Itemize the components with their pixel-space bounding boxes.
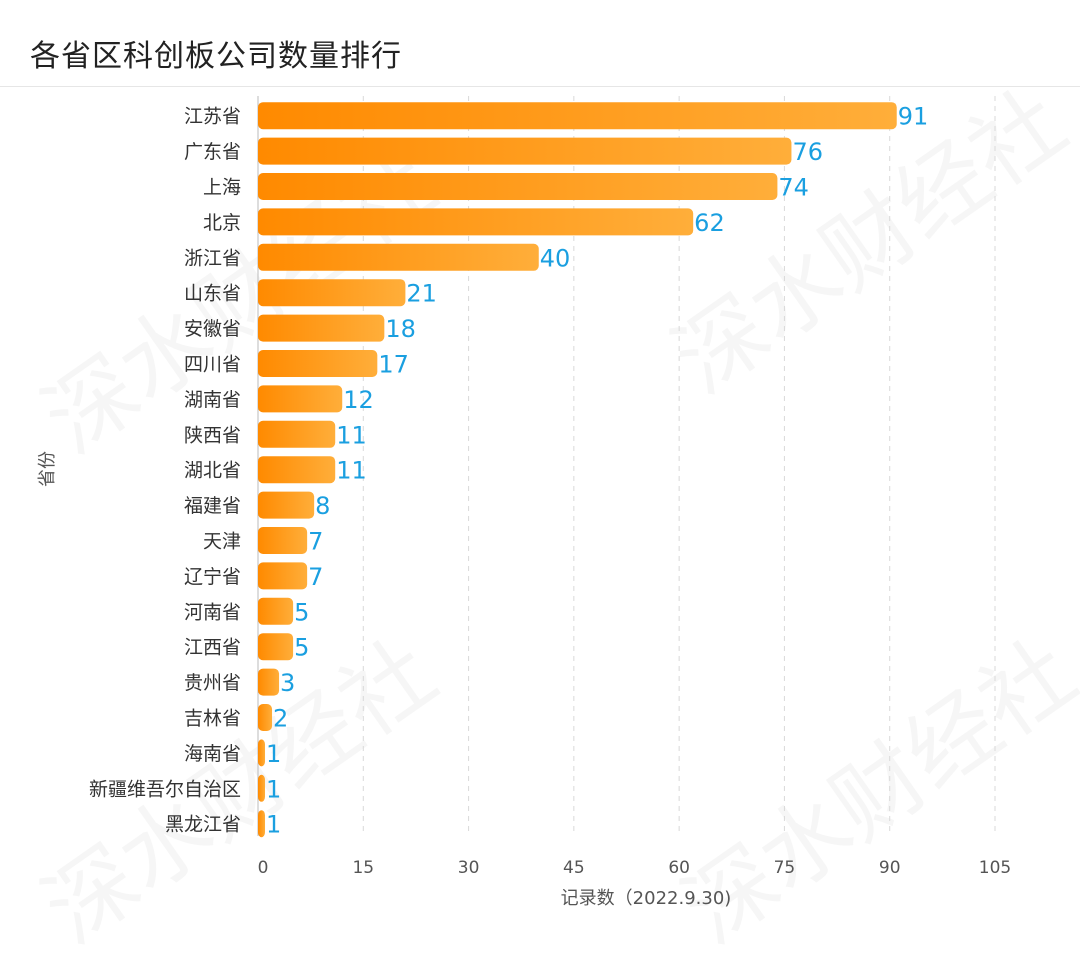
category-label: 贵州省 — [184, 672, 241, 694]
x-tick-label: 30 — [458, 858, 480, 878]
category-label: 北京 — [203, 212, 241, 234]
value-label: 91 — [898, 103, 929, 131]
x-tick-label: 0 — [258, 858, 269, 878]
value-label: 62 — [694, 209, 725, 237]
category-label: 福建省 — [184, 495, 241, 517]
value-label: 8 — [315, 492, 330, 520]
value-label: 11 — [336, 457, 367, 485]
bar[interactable] — [258, 739, 266, 767]
bar[interactable] — [258, 279, 406, 307]
value-label: 5 — [294, 598, 309, 626]
bar[interactable] — [258, 774, 266, 802]
value-label: 7 — [308, 528, 323, 556]
category-label: 湖北省 — [184, 460, 241, 482]
bar[interactable] — [258, 173, 778, 200]
bar[interactable] — [258, 208, 694, 236]
bar[interactable] — [258, 243, 539, 271]
category-label: 山东省 — [184, 283, 241, 305]
category-label: 吉林省 — [184, 708, 241, 730]
value-label: 7 — [308, 563, 323, 591]
bar[interactable] — [258, 420, 336, 448]
category-label: 广东省 — [184, 141, 241, 163]
category-label: 海南省 — [184, 743, 241, 765]
bar[interactable] — [258, 810, 266, 838]
value-label: 12 — [343, 386, 374, 414]
bar[interactable] — [258, 350, 378, 377]
category-label: 河南省 — [184, 601, 241, 623]
chart-area: 0 15 30 45 60 75 90 105 江苏省 91 广东省 76 上海 74 北京 62 浙江省 40 山… — [0, 86, 1080, 946]
category-label: 辽宁省 — [184, 566, 241, 588]
bar[interactable] — [258, 102, 897, 130]
category-label: 湖南省 — [184, 389, 241, 411]
chart-header: 各省区科创板公司数量排行 — [0, 0, 1080, 87]
x-tick-label: 90 — [879, 858, 901, 878]
bar[interactable] — [258, 137, 792, 165]
category-label: 新疆维吾尔自治区 — [89, 778, 241, 800]
category-label: 四川省 — [184, 354, 241, 376]
bar[interactable] — [258, 385, 343, 413]
value-label: 11 — [336, 421, 367, 449]
value-label: 17 — [378, 351, 409, 379]
value-label: 3 — [280, 669, 295, 697]
value-label: 2 — [273, 705, 288, 733]
value-label: 76 — [792, 138, 823, 166]
category-label: 浙江省 — [184, 247, 241, 269]
bar[interactable] — [258, 314, 385, 342]
x-tick-label: 105 — [979, 858, 1011, 878]
x-tick-label: 45 — [563, 858, 585, 878]
value-label: 1 — [266, 740, 281, 768]
bar[interactable] — [258, 527, 308, 554]
value-label: 1 — [266, 811, 281, 839]
value-label: 21 — [406, 280, 437, 308]
bar[interactable] — [258, 562, 308, 590]
category-label: 天津 — [203, 531, 241, 553]
x-tick-label: 60 — [668, 858, 690, 878]
category-label: 江西省 — [184, 637, 241, 659]
bar[interactable] — [258, 668, 280, 696]
bar[interactable] — [258, 633, 294, 661]
value-label: 18 — [385, 315, 416, 343]
category-label: 江苏省 — [184, 106, 241, 128]
bar[interactable] — [258, 456, 336, 484]
x-tick-label: 15 — [352, 858, 374, 878]
value-label: 40 — [540, 244, 571, 272]
x-tick-label: 75 — [774, 858, 796, 878]
y-axis-title: 省份 — [37, 451, 58, 487]
chart-title: 各省区科创板公司数量排行 — [30, 39, 402, 74]
bar[interactable] — [258, 704, 273, 731]
x-axis-title: 记录数（2022.9.30) — [561, 888, 732, 909]
category-label: 陕西省 — [184, 424, 241, 446]
category-label: 安徽省 — [184, 318, 241, 340]
value-label: 5 — [294, 634, 309, 662]
bar[interactable] — [258, 597, 294, 625]
value-label: 74 — [778, 174, 809, 202]
category-label: 黑龙江省 — [165, 814, 241, 836]
category-label: 上海 — [203, 177, 241, 199]
bar[interactable] — [258, 491, 315, 519]
value-label: 1 — [266, 775, 281, 803]
